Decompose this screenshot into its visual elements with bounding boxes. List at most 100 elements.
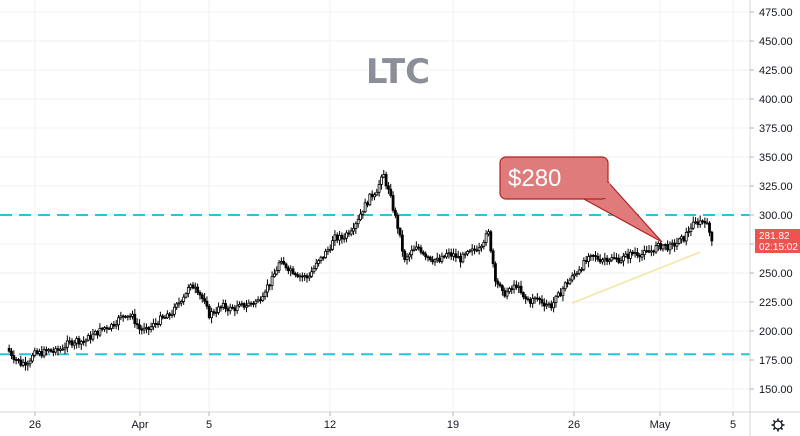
candle-body — [701, 220, 704, 223]
candle-body — [310, 271, 314, 277]
candle-body — [121, 315, 125, 318]
candle-body — [389, 188, 393, 196]
candle-body — [175, 303, 179, 308]
x-tick-label: May — [650, 419, 671, 431]
candle-body — [177, 302, 181, 305]
candle-body — [696, 221, 700, 225]
candle-body — [417, 246, 421, 249]
candle-body — [519, 285, 523, 294]
candle-body — [677, 238, 681, 244]
y-tick-label: 250.00 — [759, 268, 793, 280]
candle-body — [554, 295, 558, 303]
candle-body — [47, 349, 51, 352]
candle-body — [421, 251, 425, 255]
candle-body — [284, 263, 288, 269]
candle-body — [44, 349, 48, 352]
x-tick-label: 26 — [29, 419, 41, 431]
candle-body — [293, 273, 297, 276]
candle-body — [680, 236, 683, 240]
callout-label: $280 — [508, 165, 561, 192]
candle-body — [582, 260, 586, 270]
candle-body — [384, 174, 388, 187]
candle-body — [524, 296, 528, 300]
candle-body — [521, 292, 525, 298]
candle-body — [403, 250, 407, 260]
candle-body — [65, 340, 69, 348]
candle-body — [333, 234, 337, 242]
candle-body — [447, 252, 451, 255]
y-tick-label: 450.00 — [759, 36, 793, 48]
candle-body — [468, 250, 472, 253]
y-tick-label: 400.00 — [759, 94, 793, 106]
x-tick-label: Apr — [131, 419, 148, 431]
candle-body — [77, 338, 81, 345]
candle-body — [601, 259, 604, 263]
candle-body — [687, 231, 690, 233]
candle-body — [163, 316, 167, 319]
candle-body — [442, 255, 446, 258]
candle-body — [259, 299, 262, 302]
x-axis[interactable]: 26 Apr 5 12 19 26 May 5 — [29, 412, 736, 431]
candle-body — [89, 335, 92, 340]
candle-body — [347, 232, 351, 235]
candle-body — [191, 284, 195, 289]
candle-body — [410, 249, 414, 256]
candle-body — [480, 245, 483, 249]
candle-body — [79, 341, 83, 345]
candle-body — [663, 244, 667, 246]
y-tick-label: 225.00 — [759, 297, 793, 309]
candle-body — [373, 194, 376, 198]
candle-body — [405, 256, 409, 260]
candle-body — [708, 222, 711, 233]
candle-body — [342, 237, 346, 240]
candle-body — [589, 255, 593, 257]
candle-body — [535, 297, 539, 300]
candle-body — [84, 339, 88, 343]
candle-body — [705, 222, 709, 225]
candle-body — [363, 202, 367, 213]
candle-body — [152, 323, 155, 328]
candle-body — [452, 253, 455, 257]
y-tick-label: 200.00 — [759, 326, 793, 338]
candle-body — [12, 355, 16, 360]
candle-body — [86, 335, 90, 341]
candle-body — [638, 255, 642, 258]
candle-body — [219, 306, 223, 309]
y-tick-label: 475.00 — [759, 7, 793, 19]
candle-body — [279, 260, 283, 264]
y-tick-label: 175.00 — [759, 355, 793, 367]
candle-body — [414, 246, 418, 250]
candle-body — [407, 254, 411, 258]
candle-body — [207, 305, 211, 319]
candle-body — [147, 327, 151, 330]
chart-title: LTC — [366, 52, 430, 92]
candle-body — [645, 250, 649, 253]
candle-body — [214, 312, 218, 314]
candle-body — [435, 257, 439, 261]
candle-body — [305, 275, 309, 279]
y-tick-label: 425.00 — [759, 65, 793, 77]
candle-body — [400, 234, 404, 252]
candle-body — [331, 240, 334, 250]
candle-body — [326, 249, 330, 252]
countdown-timer: 02:15:02 — [759, 242, 798, 253]
candle-body — [51, 351, 55, 353]
candle-body — [28, 360, 32, 365]
candle-body — [487, 231, 490, 235]
y-axis[interactable]: 475.00 450.00 425.00 400.00 375.00 350.00 325.… — [750, 7, 793, 396]
candle-body — [675, 242, 679, 247]
callout-joint — [600, 183, 610, 198]
candle-body — [286, 267, 290, 272]
candle-body — [212, 311, 216, 314]
settings-icon[interactable] — [771, 418, 785, 432]
candle-body — [566, 282, 569, 285]
candle-body — [179, 301, 183, 304]
candle-body — [124, 316, 127, 318]
current-price: 281.82 — [759, 231, 790, 242]
y-tick-label: 325.00 — [759, 181, 793, 193]
candle-body — [196, 286, 200, 293]
candlestick-series[interactable] — [7, 169, 714, 371]
candle-body — [100, 327, 104, 330]
